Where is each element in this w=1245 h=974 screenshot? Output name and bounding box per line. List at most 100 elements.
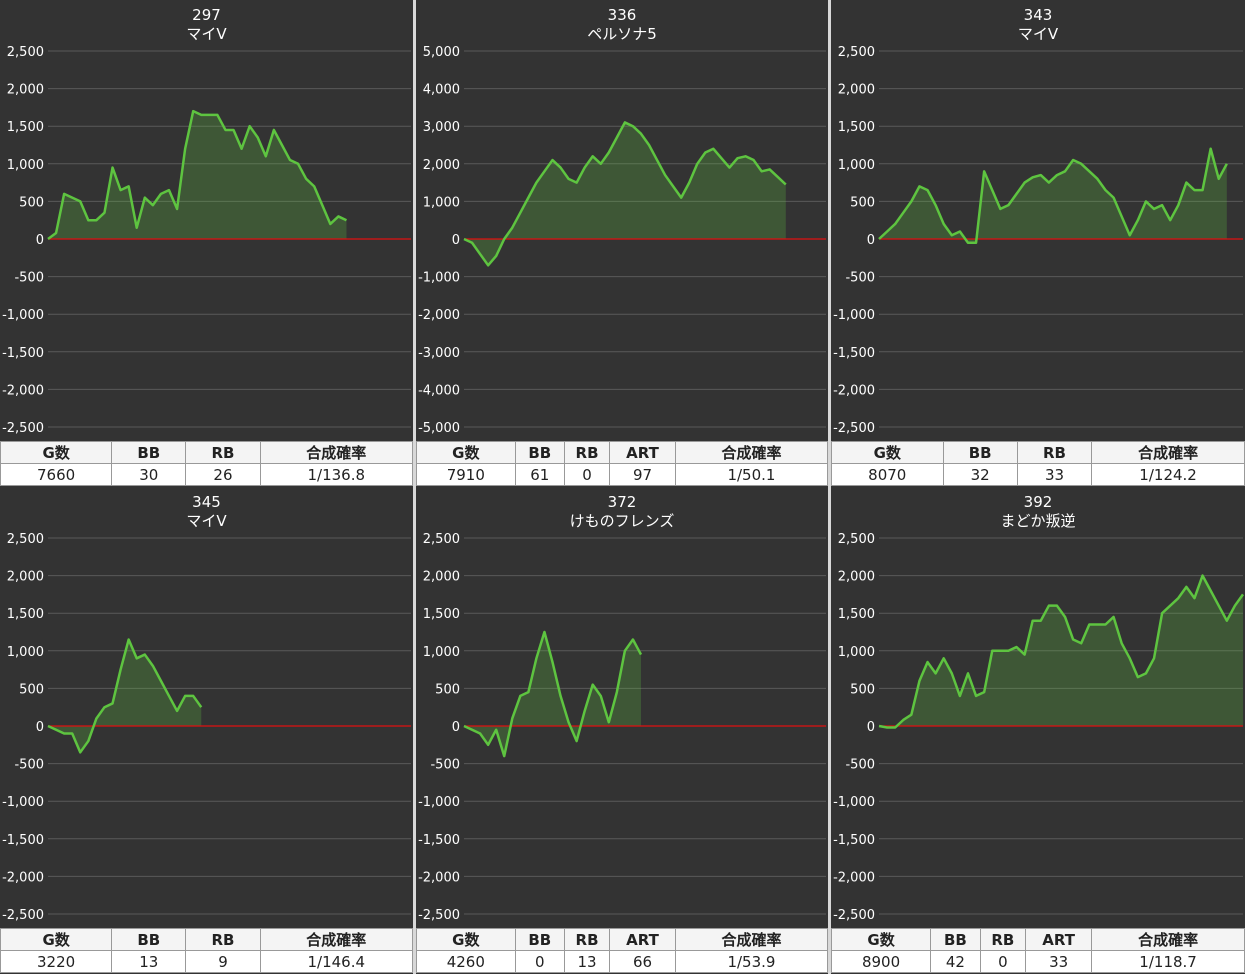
data-cell: 66 [609, 950, 676, 973]
header-cell: BB [514, 928, 565, 951]
chart-title: 297 [192, 6, 221, 24]
stats-table: G数 BB RB 合成確率 3220 13 9 1/146.4 [0, 928, 413, 973]
area [879, 575, 1243, 728]
header-cell: BB [930, 928, 981, 951]
stats-table: G数 BB RB 合成確率 7660 30 26 1/136.8 [0, 441, 413, 486]
y-tick-label: 2,500 [838, 532, 875, 547]
y-tick-label: -1,000 [2, 308, 44, 323]
data-cell: 0 [563, 463, 611, 486]
stats-table: G数 BB RB ART 合成確率 4260 0 13 66 1/53.9 [416, 928, 828, 973]
data-cell: 13 [111, 950, 187, 973]
y-tick-label: -2,000 [833, 870, 875, 885]
header-cell: BB [942, 441, 1018, 464]
chart-title: 392 [1024, 493, 1053, 511]
data-cell: 1/146.4 [259, 950, 413, 973]
y-tick-label: -2,000 [418, 870, 460, 885]
y-tick-label: -1,500 [833, 833, 875, 848]
y-tick-label: 2,500 [7, 532, 44, 547]
y-tick-label: 0 [36, 233, 44, 248]
header-cell: ART [609, 928, 676, 951]
data-cell: 0 [979, 950, 1027, 973]
y-tick-label: -500 [845, 758, 875, 773]
data-cell: 1/124.2 [1091, 463, 1245, 486]
header-row: G数 BB RB ART 合成確率 [831, 928, 1245, 951]
chart-title: 343 [1024, 6, 1053, 24]
y-tick-label: 4,000 [423, 83, 460, 98]
header-cell: BB [111, 928, 187, 951]
header-row: G数 BB RB 合成確率 [831, 441, 1245, 464]
chart-title: 336 [608, 6, 637, 24]
y-tick-label: 1,500 [7, 607, 44, 622]
data-cell: 30 [111, 463, 187, 486]
y-tick-label: -2,500 [833, 421, 875, 436]
y-tick-label: -4,000 [418, 383, 460, 398]
y-tick-label: 0 [867, 720, 875, 735]
line [47, 638, 203, 754]
data-cell: 3220 [0, 950, 113, 973]
line [47, 109, 347, 241]
chart-title: 345 [192, 493, 221, 511]
header-cell: G数 [416, 928, 516, 951]
header-row: G数 BB RB ART 合成確率 [416, 928, 828, 951]
header-cell: 合成確率 [674, 928, 828, 951]
y-tick-label: 1,000 [423, 195, 460, 210]
y-tick-label: -1,000 [418, 271, 460, 286]
y-tick-label: 1,500 [838, 120, 875, 135]
data-cell: 7910 [416, 463, 516, 486]
chart-subtitle: マイV [1018, 25, 1059, 43]
data-cell: 1/50.1 [674, 463, 828, 486]
area [464, 632, 641, 757]
y-tick-label: 500 [850, 682, 875, 697]
data-cell: 0 [514, 950, 565, 973]
y-tick-label: 1,000 [838, 158, 875, 173]
area [48, 639, 202, 753]
y-tick-label: 5,000 [423, 45, 460, 60]
header-cell: G数 [0, 441, 113, 464]
line [463, 121, 787, 267]
header-cell: 合成確率 [674, 441, 828, 464]
header-cell: G数 [831, 928, 932, 951]
y-tick-label: 2,000 [423, 158, 460, 173]
data-cell: 26 [185, 463, 261, 486]
y-tick-label: -2,000 [2, 383, 44, 398]
y-tick-label: -3,000 [418, 346, 460, 361]
y-tick-label: 2,000 [423, 570, 460, 585]
y-tick-label: -1,500 [2, 833, 44, 848]
y-tick-label: -2,500 [2, 908, 44, 923]
y-tick-label: 2,500 [423, 532, 460, 547]
data-cell: 4260 [416, 950, 516, 973]
header-cell: ART [609, 441, 676, 464]
y-tick-label: -500 [14, 758, 44, 773]
y-tick-label: -1,000 [833, 795, 875, 810]
header-cell: BB [514, 441, 565, 464]
header-cell: G数 [0, 928, 113, 951]
chart-panel: 343 マイV 2,500 2,000 1,500 1,000 500 0 -500 -1,000… [831, 0, 1245, 487]
line [463, 630, 643, 758]
y-tick-label: 1,000 [7, 645, 44, 660]
data-cell: 32 [942, 463, 1018, 486]
y-tick-label: -1,500 [418, 833, 460, 848]
y-tick-label: 2,500 [838, 45, 875, 60]
data-cell: 1/53.9 [674, 950, 828, 973]
header-cell: RB [1016, 441, 1093, 464]
line [878, 147, 1228, 245]
y-tick-label: 500 [19, 682, 44, 697]
data-row: 8070 32 33 1/124.2 [831, 463, 1245, 486]
stats-table: G数 BB RB 合成確率 8070 32 33 1/124.2 [831, 441, 1245, 486]
line [878, 574, 1245, 729]
y-tick-label: 0 [36, 720, 44, 735]
y-tick-label: -500 [14, 271, 44, 286]
y-tick-label: -1,500 [833, 346, 875, 361]
y-tick-label: 1,500 [7, 120, 44, 135]
y-tick-label: -2,000 [833, 383, 875, 398]
y-tick-label: 0 [452, 720, 460, 735]
y-tick-label: -2,000 [2, 870, 44, 885]
stats-table: G数 BB RB ART 合成確率 7910 61 0 97 1/50.1 [416, 441, 828, 486]
header-row: G数 BB RB ART 合成確率 [416, 441, 828, 464]
header-cell: RB [563, 441, 611, 464]
y-tick-label: 0 [452, 233, 460, 248]
y-tick-label: 2,000 [7, 570, 44, 585]
data-cell: 8070 [831, 463, 944, 486]
chart-subtitle: けものフレンズ [570, 512, 675, 530]
